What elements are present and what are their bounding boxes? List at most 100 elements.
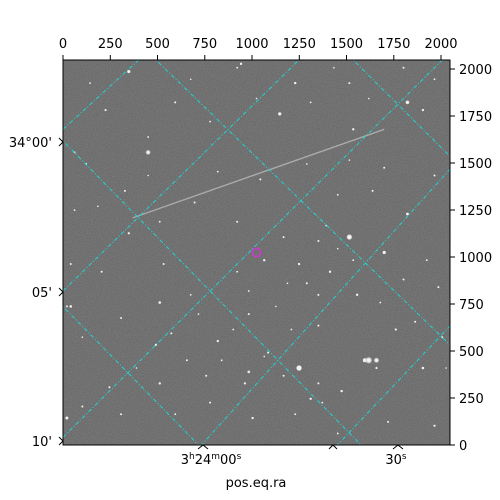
star <box>306 163 308 165</box>
right-tick-label: 1000 <box>459 251 492 266</box>
star <box>236 66 239 69</box>
grid-line <box>63 60 443 438</box>
star <box>367 97 370 100</box>
star <box>445 367 447 369</box>
top-axis: 0 250 500 750 1000 1250 1500 1750 2000 <box>59 37 458 60</box>
star <box>81 405 84 408</box>
star <box>69 263 72 266</box>
bright-star <box>346 233 353 241</box>
star <box>162 263 165 266</box>
star <box>216 170 219 173</box>
star <box>406 212 409 216</box>
star <box>355 293 359 297</box>
star <box>123 189 126 192</box>
bottom-tick-label: 30s <box>385 452 407 468</box>
star <box>247 290 250 292</box>
ra-m-sup: m <box>211 452 220 462</box>
right-tick-label: 500 <box>459 345 484 360</box>
sky-image <box>63 60 450 445</box>
star <box>294 413 297 416</box>
star <box>259 178 262 181</box>
star <box>120 413 123 416</box>
right-tick-label: 1250 <box>459 204 492 219</box>
star <box>189 293 192 296</box>
ra-hours: 3 <box>181 453 189 468</box>
star <box>239 62 243 66</box>
star <box>282 236 285 239</box>
star <box>425 259 428 262</box>
star <box>433 174 436 177</box>
star <box>309 397 312 400</box>
x-axis-label: pos.eq.ra <box>226 476 287 491</box>
star <box>371 189 374 192</box>
star <box>174 413 177 416</box>
star <box>127 232 130 235</box>
bright-star <box>364 356 373 365</box>
grid-line <box>155 60 450 346</box>
top-tick-label: 0 <box>59 37 67 52</box>
ra-minutes: 24 <box>195 453 212 468</box>
top-tick-label: 1000 <box>235 37 268 52</box>
star <box>309 101 312 104</box>
ra-s-sup: s <box>237 452 242 462</box>
star <box>120 316 123 319</box>
bright-star <box>405 100 410 105</box>
left-tick-label: 34°00' <box>9 136 52 151</box>
bottom-axis: 3h24m00s 30s 3h24m00s 30s <box>181 444 407 468</box>
star <box>433 78 436 81</box>
ra-h-sup: h <box>189 452 195 462</box>
star <box>414 320 417 323</box>
star <box>147 174 149 177</box>
star <box>174 101 177 104</box>
star <box>382 250 386 255</box>
star <box>209 120 211 123</box>
top-tick-label: 1750 <box>377 37 410 52</box>
star <box>394 328 397 331</box>
star <box>297 262 301 266</box>
star <box>236 270 239 273</box>
star <box>154 343 157 346</box>
top-tick-label: 2000 <box>424 37 457 52</box>
star <box>402 278 405 281</box>
star <box>209 401 212 404</box>
ra-seconds-2: 30 <box>385 453 402 468</box>
star <box>147 136 150 138</box>
satellite-streak <box>132 128 385 219</box>
star <box>441 336 444 339</box>
grid-line <box>63 60 300 292</box>
star <box>296 365 302 371</box>
star <box>286 282 289 285</box>
grid-line <box>336 325 450 445</box>
bright-star <box>373 357 380 364</box>
star <box>333 66 335 69</box>
left-tick-label: 10' <box>32 435 52 450</box>
star <box>158 382 161 385</box>
star <box>294 81 297 85</box>
star <box>340 389 343 393</box>
star <box>104 108 107 112</box>
right-tick-label: 2000 <box>459 63 492 78</box>
star <box>255 97 258 100</box>
star <box>81 336 84 339</box>
star <box>336 432 339 435</box>
star <box>375 366 378 370</box>
star <box>290 328 293 331</box>
star <box>433 424 436 427</box>
star <box>193 201 196 204</box>
grid-line <box>200 168 450 445</box>
star <box>421 366 425 370</box>
left-tick-label: 05' <box>32 286 52 301</box>
star <box>348 159 351 161</box>
star <box>437 286 440 289</box>
bright-star <box>277 111 282 117</box>
right-tick-label: 0 <box>459 439 467 454</box>
ra-s-sup-2: s <box>402 452 407 462</box>
star <box>170 332 173 335</box>
star <box>348 82 351 85</box>
star <box>89 82 91 84</box>
star <box>317 293 320 296</box>
target-marker[interactable] <box>251 247 262 258</box>
star <box>379 301 382 304</box>
star <box>73 209 76 212</box>
